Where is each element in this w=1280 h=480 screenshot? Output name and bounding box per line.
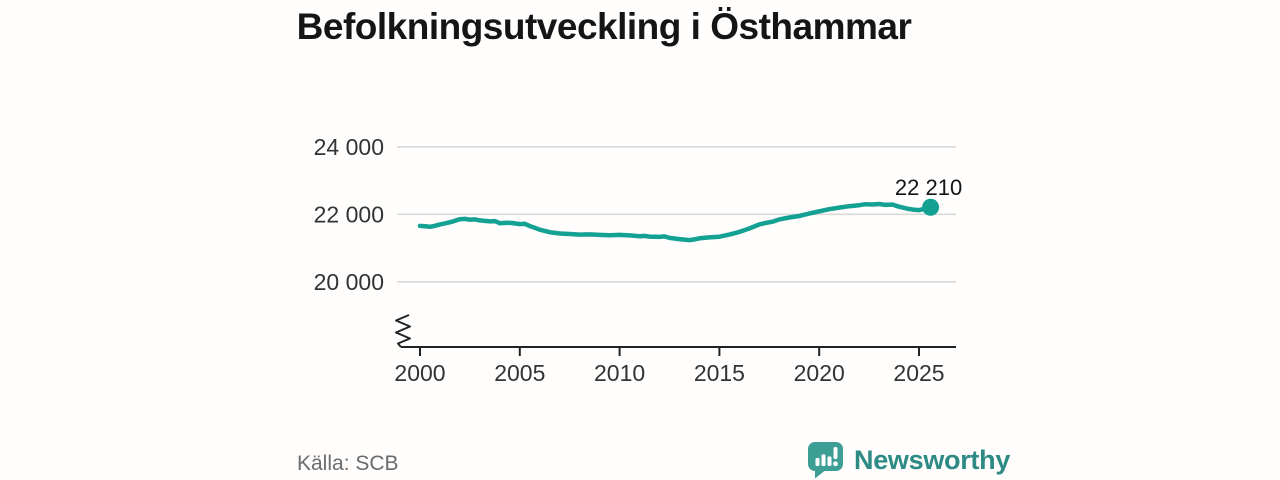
brand-name: Newsworthy <box>854 444 1011 475</box>
y-tick-label: 24 000 <box>314 134 384 160</box>
newsworthy-speech-bubble-bar-chart-icon <box>808 442 843 479</box>
x-tick-label: 2020 <box>794 360 845 386</box>
chart-plot-area: 24 000 22 000 20 000 2000 2005 2010 2015 2020 20… <box>314 134 963 386</box>
end-value-annotation: 22 210 <box>895 175 962 200</box>
x-tick-label: 2015 <box>694 360 745 386</box>
newsworthy-brand: Newsworthy <box>806 440 1010 480</box>
y-tick-label: 22 000 <box>314 201 384 227</box>
x-tick-label: 2000 <box>394 360 445 386</box>
source-note: Källa: SCB <box>297 452 399 475</box>
chart-title: Befolkningsutveckling i Östhammar <box>296 6 912 47</box>
end-point-dot <box>922 198 940 216</box>
x-tick-label: 2010 <box>594 360 645 386</box>
y-tick-label: 20 000 <box>314 269 384 295</box>
population-line <box>417 201 933 243</box>
zigzag-axis-break-icon <box>395 314 411 348</box>
x-tick-label: 2025 <box>893 360 944 386</box>
x-tick-label: 2005 <box>494 360 545 386</box>
